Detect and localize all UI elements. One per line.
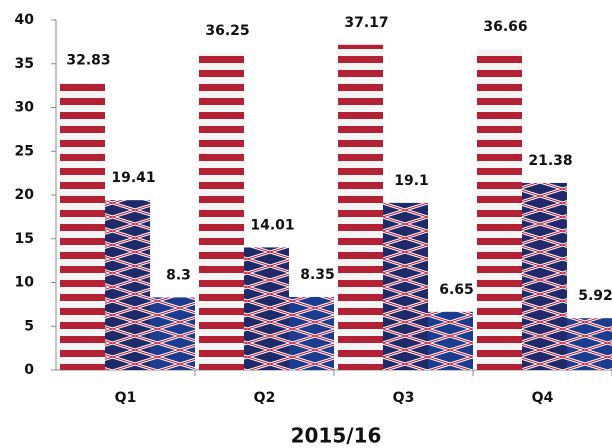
bar: [289, 296, 334, 370]
bar: [428, 311, 473, 370]
value-label: 8.35: [300, 267, 335, 283]
bar: [60, 82, 105, 371]
y-tick-label: 5: [24, 318, 34, 334]
y-tick-label: 40: [15, 12, 35, 28]
x-tick-label: Q3: [393, 390, 415, 406]
bar: [567, 318, 612, 370]
bar: [522, 182, 567, 370]
y-tick-label: 35: [15, 56, 34, 72]
value-label: 8.3: [166, 267, 191, 283]
x-tick-label: Q1: [115, 390, 137, 406]
bar: [338, 44, 383, 370]
bar: [477, 49, 522, 370]
value-label: 36.66: [483, 19, 527, 35]
value-label: 32.83: [66, 53, 110, 69]
bar: [105, 200, 150, 370]
y-tick-label: 0: [24, 362, 34, 378]
value-label: 36.25: [205, 23, 249, 39]
value-label: 21.38: [528, 153, 572, 169]
value-label: 14.01: [250, 217, 294, 233]
bar: [150, 297, 195, 370]
bar: [244, 247, 289, 370]
value-label: 37.17: [344, 15, 388, 31]
y-tick-label: 15: [15, 231, 34, 247]
y-tick-label: 30: [15, 100, 35, 116]
x-tick-label: Q4: [532, 390, 554, 406]
y-tick-label: 10: [15, 275, 35, 291]
value-label: 6.65: [439, 282, 474, 298]
value-label: 19.1: [394, 173, 429, 189]
bar: [199, 52, 244, 370]
y-tick-label: 25: [15, 143, 34, 159]
x-axis-title: 2015/16: [291, 424, 382, 448]
x-tick-label: Q2: [254, 390, 276, 406]
value-label: 19.41: [111, 170, 155, 186]
bar: [383, 202, 428, 370]
y-tick-label: 20: [15, 187, 35, 203]
value-label: 5.92: [578, 288, 612, 304]
